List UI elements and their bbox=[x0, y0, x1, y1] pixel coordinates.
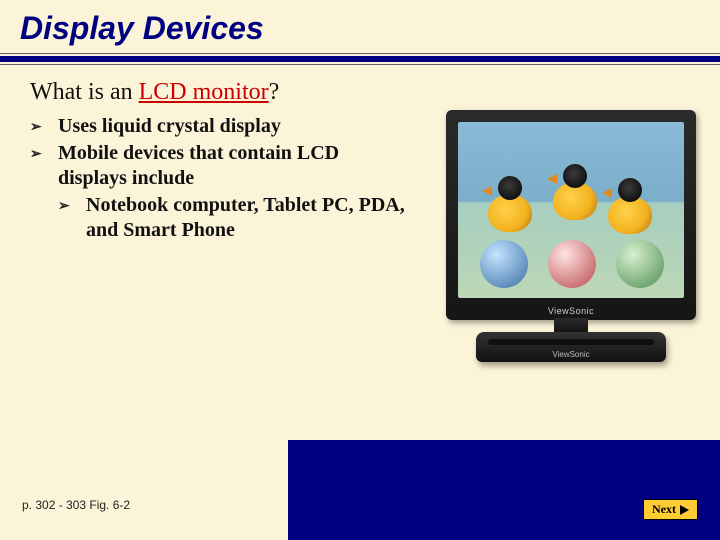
next-label: Next bbox=[652, 502, 676, 517]
monitor-base-brand: ViewSonic bbox=[476, 350, 666, 359]
bullet-list: ➢ Uses liquid crystal display ➢ Mobile d… bbox=[30, 114, 410, 243]
bullet-text: Uses liquid crystal display bbox=[58, 114, 281, 139]
page-reference: p. 302 - 303 Fig. 6-2 bbox=[22, 498, 130, 512]
bird-icon bbox=[488, 194, 532, 232]
bullet-text: Mobile devices that contain LCD displays… bbox=[58, 141, 410, 191]
heading-suffix: ? bbox=[269, 79, 280, 105]
next-button[interactable]: Next bbox=[643, 499, 698, 520]
sphere-icon bbox=[480, 240, 528, 288]
chevron-right-icon: ➢ bbox=[58, 198, 72, 243]
rule-thick bbox=[0, 56, 720, 62]
monitor-brand: ViewSonic bbox=[446, 306, 696, 316]
chevron-right-icon: ➢ bbox=[30, 119, 44, 139]
list-item: ➢ Notebook computer, Tablet PC, PDA, and… bbox=[58, 193, 410, 243]
triangle-right-icon bbox=[680, 505, 689, 515]
title-rule bbox=[0, 53, 720, 65]
slide: Display Devices What is an LCD monitor? … bbox=[0, 0, 720, 540]
title-area: Display Devices bbox=[0, 0, 720, 47]
monitor-stand-base: ViewSonic bbox=[476, 332, 666, 362]
monitor-figure: ViewSonic ViewSonic bbox=[436, 110, 706, 390]
heading-prefix: What is an bbox=[30, 79, 139, 105]
bullet-text: Notebook computer, Tablet PC, PDA, and S… bbox=[86, 193, 410, 243]
list-item: ➢ Uses liquid crystal display bbox=[30, 114, 410, 139]
sphere-icon bbox=[616, 240, 664, 288]
monitor-screen bbox=[458, 122, 684, 298]
chevron-right-icon: ➢ bbox=[30, 146, 44, 191]
bird-icon bbox=[608, 196, 652, 234]
bird-icon bbox=[553, 182, 597, 220]
monitor-bezel: ViewSonic bbox=[446, 110, 696, 320]
footer-accent-box bbox=[288, 440, 720, 540]
slide-heading: What is an LCD monitor? bbox=[0, 65, 720, 106]
sphere-icon bbox=[548, 240, 596, 288]
list-item: ➢ Mobile devices that contain LCD displa… bbox=[30, 141, 410, 191]
heading-term: LCD monitor bbox=[139, 79, 269, 105]
rule-thin-top bbox=[0, 53, 720, 54]
slide-title: Display Devices bbox=[20, 10, 720, 47]
